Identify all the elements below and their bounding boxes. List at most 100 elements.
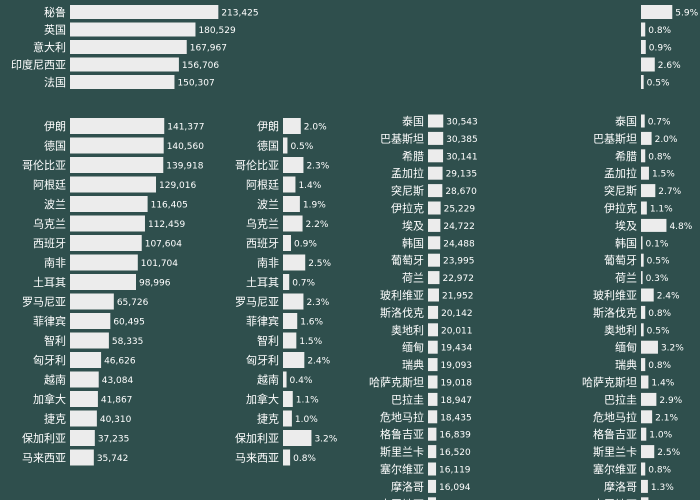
bar [283,235,291,251]
category-label: 葡萄牙 [391,254,424,267]
value-label: 28,670 [445,187,477,197]
category-label: 智利 [257,334,279,348]
category-label: 摩洛哥 [391,479,424,493]
category-label: 菲律宾 [246,314,279,328]
bar [70,215,145,232]
value-label: 129,016 [159,181,196,191]
bar [641,201,647,215]
bar [70,5,219,19]
value-label: 22,972 [442,274,474,284]
category-label: 克罗地亚 [380,498,424,500]
value-label: 30,543 [446,118,478,128]
category-label: 马来西亚 [235,452,279,465]
bar [428,253,440,267]
value-label: 19,093 [441,361,473,371]
bar [641,497,649,500]
value-label: 1.0% [649,431,672,441]
value-label: 0.9% [649,44,672,54]
chart-panel-bottom-right-counts: 泰国 30,543 巴基斯坦 30,385 希腊 30,141 孟加拉 29,135 突尼斯 28… [369,114,478,500]
value-label: 3.2% [314,435,337,445]
category-label: 德国 [44,139,66,153]
value-label: 2.2% [306,220,329,230]
value-label: 0.8% [648,309,671,319]
value-label: 0.5% [647,257,670,267]
value-label: 37,235 [98,435,130,445]
value-label: 0.8% [293,454,316,464]
bar [70,254,138,271]
value-label: 16,520 [439,448,471,458]
bar [283,332,297,349]
value-label: 1.1% [650,205,673,215]
value-label: 2.6% [658,61,681,71]
value-label: 2.3% [306,162,329,172]
bar [70,40,187,54]
bar [428,462,437,476]
category-label: 泰国 [615,114,637,128]
bar [70,352,102,368]
value-label: 4.8% [669,222,692,232]
value-label: 25,229 [444,205,476,215]
bar [641,445,655,459]
category-label: 意大利 [33,40,66,54]
bar [283,274,290,290]
bar [641,323,644,337]
value-label: 30,385 [446,135,478,145]
bar [70,449,94,466]
bar [283,293,304,310]
bar [70,410,97,427]
bar [70,274,136,290]
bar [428,166,443,180]
category-label: 保加利亚 [235,431,279,445]
bar [70,118,165,134]
value-label: 0.8% [648,26,671,36]
bar [428,131,444,145]
value-label: 40,310 [100,415,132,425]
category-label: 土耳其 [246,276,279,289]
value-label: 1.5% [299,337,322,347]
bar [641,271,643,285]
category-label: 玻利维亚 [380,289,424,302]
category-label: 奥地利 [604,323,637,337]
bar [70,22,196,37]
category-label: 突尼斯 [604,184,637,198]
category-label: 摩洛哥 [604,479,637,493]
category-label: 哈萨克斯坦 [369,375,424,389]
bar [641,22,646,37]
value-label: 0.5% [290,142,313,152]
chart-panel-bottom-left-rates: 伊朗 2.0% 德国 0.5% 哥伦比亚 2.3% 阿根廷 1.4% 波兰 1.9% 乌克兰 2.2%… [235,118,338,466]
chart-panel-bottom-right-rates: 泰国 0.7% 巴基斯坦 2.0% 希腊 0.8% 孟加拉 1.5% 突尼斯 2.7% 伊拉克 1.1… [582,114,693,500]
bar [641,305,646,319]
bar [70,391,98,407]
bar [70,157,164,173]
category-label: 土耳其 [33,276,66,289]
category-label: 乌克兰 [33,217,66,231]
value-label: 21,952 [442,292,474,302]
bar [70,137,164,154]
value-label: 101,704 [141,259,178,269]
bar [70,57,179,72]
category-label: 危地马拉 [380,410,424,424]
category-label: 捷克 [257,412,279,426]
value-label: 0.3% [646,274,669,284]
category-label: 瑞典 [402,358,424,372]
bar [283,176,296,193]
value-label: 2.1% [655,413,678,423]
category-label: 葡萄牙 [604,254,637,267]
bar [641,375,649,389]
bar [70,371,99,388]
value-label: 150,307 [177,79,214,89]
category-label: 斯洛伐克 [593,305,637,319]
bar [641,75,644,89]
value-label: 2.7% [658,187,681,197]
category-label: 塞尔维亚 [593,462,637,476]
value-label: 60,495 [113,318,145,328]
value-label: 1.0% [295,415,318,425]
category-label: 希腊 [402,149,424,163]
category-label: 韩国 [402,236,424,250]
bar [283,157,304,173]
value-label: 0.9% [294,240,317,250]
bar [641,57,655,72]
category-label: 埃及 [615,218,637,232]
bar [641,149,646,163]
